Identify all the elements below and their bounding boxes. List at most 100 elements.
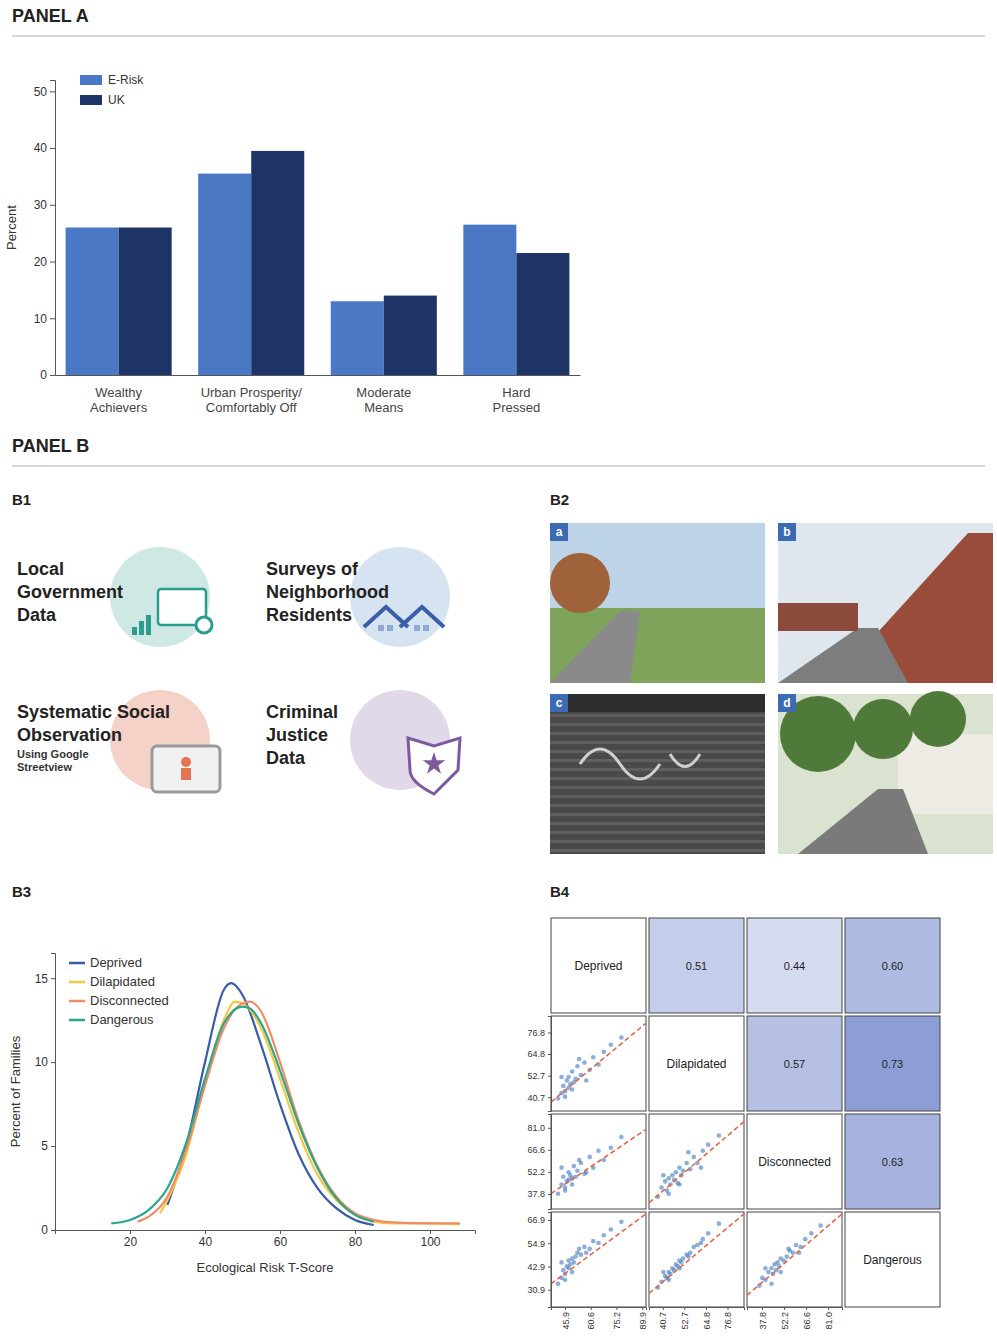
tick-mark — [548, 1172, 551, 1173]
tick-mark — [205, 1230, 206, 1234]
point — [601, 1233, 606, 1238]
point — [563, 1094, 568, 1099]
point — [559, 1165, 564, 1170]
tick-label: 40 — [199, 1235, 213, 1249]
scatter — [551, 1214, 646, 1286]
tick-mark — [642, 1307, 643, 1310]
point — [587, 1155, 592, 1160]
source-label: Residents — [266, 605, 352, 625]
tick-label: HardPressed — [493, 385, 541, 415]
x-axis-line — [56, 1231, 476, 1235]
icon — [152, 746, 220, 792]
street-image: a — [550, 523, 765, 683]
correlation-label: 0.60 — [882, 960, 903, 972]
y-axis-line — [548, 1213, 552, 1308]
correlation-label: 0.44 — [784, 960, 805, 972]
tick-label: 40.7 — [527, 1093, 545, 1103]
image-badge — [550, 694, 568, 712]
source-label: Justice — [266, 725, 328, 745]
tick: 52.7 — [680, 1307, 690, 1330]
tick: 100 — [420, 1230, 440, 1249]
point — [563, 1278, 568, 1283]
tick-mark — [355, 1230, 356, 1234]
fit-line — [551, 1023, 646, 1102]
panel-label: B3 — [12, 883, 31, 900]
point — [561, 1084, 566, 1089]
matrix-cell — [845, 1212, 940, 1307]
point — [717, 1133, 722, 1138]
tick: 66.6 — [527, 1145, 551, 1155]
tick-label: 10 — [35, 1055, 49, 1069]
tick-mark — [50, 91, 55, 92]
image-label: a — [556, 525, 563, 539]
legend-swatch — [80, 75, 102, 85]
tick: WealthyAchievers — [90, 375, 148, 415]
x-axis: WealthyAchieversUrban Prosperity/Comfort… — [56, 375, 581, 415]
correlation-cell — [845, 918, 940, 1013]
y-axis: 30.942.954.966.9 — [527, 1213, 551, 1308]
point — [559, 1075, 564, 1080]
tick-label: 30 — [34, 198, 48, 212]
tick-label: 37.8 — [527, 1189, 545, 1199]
scatter — [649, 1122, 744, 1203]
correlation-cell — [747, 918, 842, 1013]
point — [661, 1270, 666, 1275]
x-axis: 45.960.675.289.9 — [552, 1307, 648, 1330]
tick-mark — [280, 1230, 281, 1234]
point — [794, 1243, 799, 1248]
tick-mark — [548, 1194, 551, 1195]
source-item: Surveys ofNeighborhoodResidents — [266, 547, 450, 647]
matrix-cell — [551, 1016, 646, 1111]
tick-label: 20 — [34, 255, 48, 269]
point — [582, 1245, 587, 1250]
tick-mark — [548, 1290, 551, 1291]
tick-label: 89.9 — [638, 1312, 648, 1330]
bar — [331, 301, 384, 375]
point — [556, 1191, 561, 1196]
point — [818, 1223, 823, 1228]
tick-label: 42.9 — [527, 1262, 545, 1272]
tick-label: 64.8 — [527, 1049, 545, 1059]
legend-swatch — [69, 981, 85, 984]
point — [559, 1260, 564, 1265]
tick: 60 — [274, 1230, 288, 1249]
point — [577, 1158, 582, 1163]
point — [659, 1185, 664, 1190]
section-rule — [12, 466, 985, 467]
tick-mark — [548, 1243, 551, 1244]
source-label: Surveys of — [266, 559, 359, 579]
correlation-cell — [649, 918, 744, 1013]
tick-mark — [50, 148, 55, 149]
source-label: Criminal — [266, 702, 338, 722]
point — [686, 1254, 691, 1259]
tick: HardPressed — [493, 375, 541, 415]
tick: 37.8 — [758, 1307, 768, 1330]
point — [666, 1278, 671, 1283]
point — [563, 1188, 568, 1193]
tick: 37.8 — [527, 1189, 551, 1199]
tick: 20 — [124, 1230, 138, 1249]
matrix-cell — [551, 1212, 646, 1307]
point — [809, 1231, 814, 1236]
y-axis-line — [548, 1115, 552, 1210]
y-axis: 051015 — [35, 954, 56, 1238]
point — [769, 1281, 774, 1286]
tick-label: 52.2 — [780, 1312, 790, 1330]
x-axis: 20406080100 — [56, 1230, 476, 1249]
tick-mark — [548, 1220, 551, 1221]
tick: 75.2 — [612, 1307, 622, 1330]
point — [769, 1266, 774, 1271]
point — [666, 1191, 671, 1196]
scatter — [551, 1129, 646, 1196]
point — [579, 1252, 584, 1257]
y-axis-line — [50, 81, 56, 376]
bar — [119, 228, 172, 376]
source-sublabel: Streetview — [17, 761, 72, 773]
tick-mark — [828, 1307, 829, 1310]
tick: 60.6 — [586, 1307, 596, 1330]
bar — [251, 151, 304, 375]
line — [138, 1002, 461, 1224]
fit-line — [747, 1214, 842, 1295]
variable-label: Deprived — [574, 959, 622, 973]
bar — [198, 174, 251, 375]
